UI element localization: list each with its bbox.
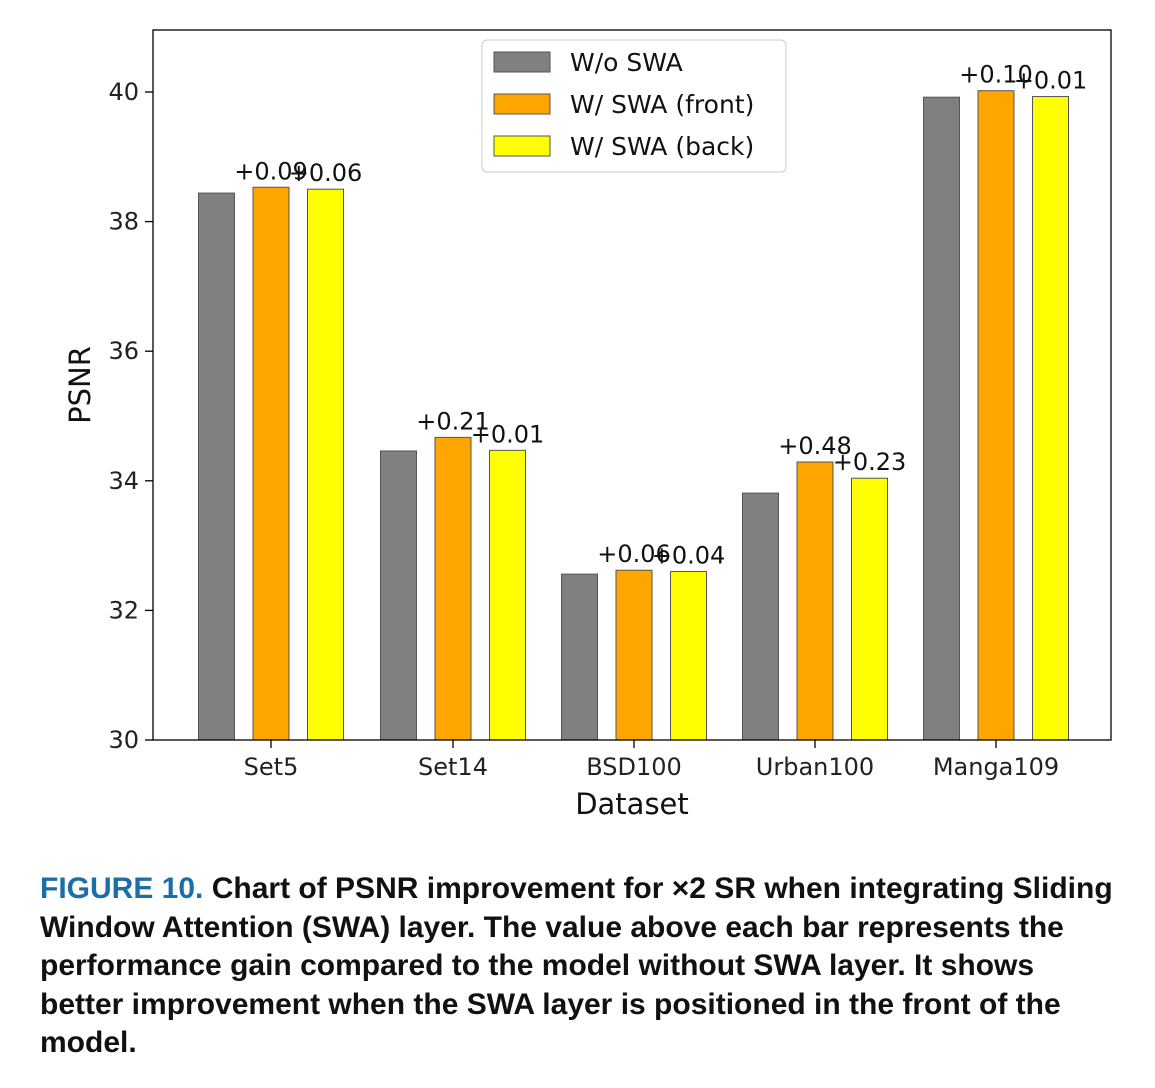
bar-w-swa-back-set5 [307, 188, 344, 741]
gain-label-front-set14: +0.21 [416, 407, 490, 435]
y-tick-label: 36 [108, 337, 139, 365]
legend-swatch-w-o-swa [493, 51, 551, 73]
x-axis: Set5 Set14 BSD100 Urban100 Manga109 [244, 740, 1059, 781]
bar-w-o-swa-set5 [198, 192, 235, 741]
gain-label-back-set5: +0.06 [289, 159, 363, 187]
legend-label-w-o-swa: W/o SWA [570, 48, 683, 77]
annotations-layer: +0.09 +0.21 +0.06 +0.48 +0.10 +0.06 +0.01 +0.04… [234, 61, 1087, 570]
x-tick-label-set14: Set14 [418, 753, 488, 781]
figure-label: FIGURE 10. [40, 872, 204, 905]
x-tick-label-bsd100: BSD100 [586, 753, 682, 781]
y-tick-label: 32 [108, 596, 139, 624]
bar-w-swa-back-urban100 [851, 477, 888, 741]
gain-label-back-manga109: +0.01 [1014, 67, 1088, 95]
legend-label-w-swa-back: W/ SWA (back) [570, 132, 754, 161]
gain-label-front-urban100: +0.48 [778, 432, 852, 460]
legend-label-w-swa-front: W/ SWA (front) [570, 90, 754, 119]
x-tick-label-manga109: Manga109 [933, 753, 1059, 781]
figure-caption-text: Chart of PSNR improvement for ×2 SR when… [40, 872, 1113, 1059]
bar-w-o-swa-urban100 [742, 492, 779, 741]
bar-w-swa-front-bsd100 [615, 569, 653, 741]
bar-w-o-swa-set14 [380, 450, 417, 741]
plot-frame [152, 29, 1112, 741]
gain-label-front-manga109: +0.10 [959, 61, 1033, 89]
y-tick-label: 30 [108, 726, 139, 754]
y-tick-label: 40 [108, 78, 139, 106]
legend: W/o SWA W/ SWA (front) W/ SWA (back) [481, 39, 787, 173]
figure-caption: FIGURE 10. Chart of PSNR improvement for… [40, 870, 1120, 1063]
legend-swatch-w-swa-front [493, 93, 551, 115]
bar-w-swa-back-bsd100 [670, 571, 707, 741]
gain-label-back-set14: +0.01 [471, 420, 545, 448]
bar-w-swa-front-urban100 [796, 461, 834, 741]
y-tick-label: 38 [108, 208, 139, 236]
legend-frame [481, 39, 787, 173]
bar-w-o-swa-bsd100 [561, 573, 598, 741]
bar-w-swa-back-set14 [489, 449, 526, 741]
gain-label-back-bsd100: +0.04 [652, 542, 726, 570]
bar-w-o-swa-manga109 [923, 96, 960, 741]
y-tick-label: 34 [108, 467, 139, 495]
legend-swatch-w-swa-back [493, 135, 551, 157]
y-axis-label: PSNR [63, 346, 97, 424]
gain-label-front-set5: +0.09 [234, 157, 308, 185]
gain-label-back-urban100: +0.23 [833, 448, 907, 476]
bar-w-swa-back-manga109 [1032, 96, 1069, 741]
y-axis: 30 32 34 36 38 40 [108, 78, 153, 754]
bar-w-swa-front-manga109 [977, 90, 1015, 741]
psnr-bar-chart: +0.09 +0.21 +0.06 +0.48 +0.10 +0.06 +0.01 +0.04… [63, 29, 1112, 821]
x-tick-label-urban100: Urban100 [756, 753, 874, 781]
bars-layer [198, 90, 1069, 741]
bar-w-swa-front-set14 [434, 436, 472, 741]
x-tick-label-set5: Set5 [244, 753, 299, 781]
bar-w-swa-front-set5 [252, 186, 290, 741]
gain-label-front-bsd100: +0.06 [597, 540, 671, 568]
x-axis-label: Dataset [575, 787, 689, 821]
